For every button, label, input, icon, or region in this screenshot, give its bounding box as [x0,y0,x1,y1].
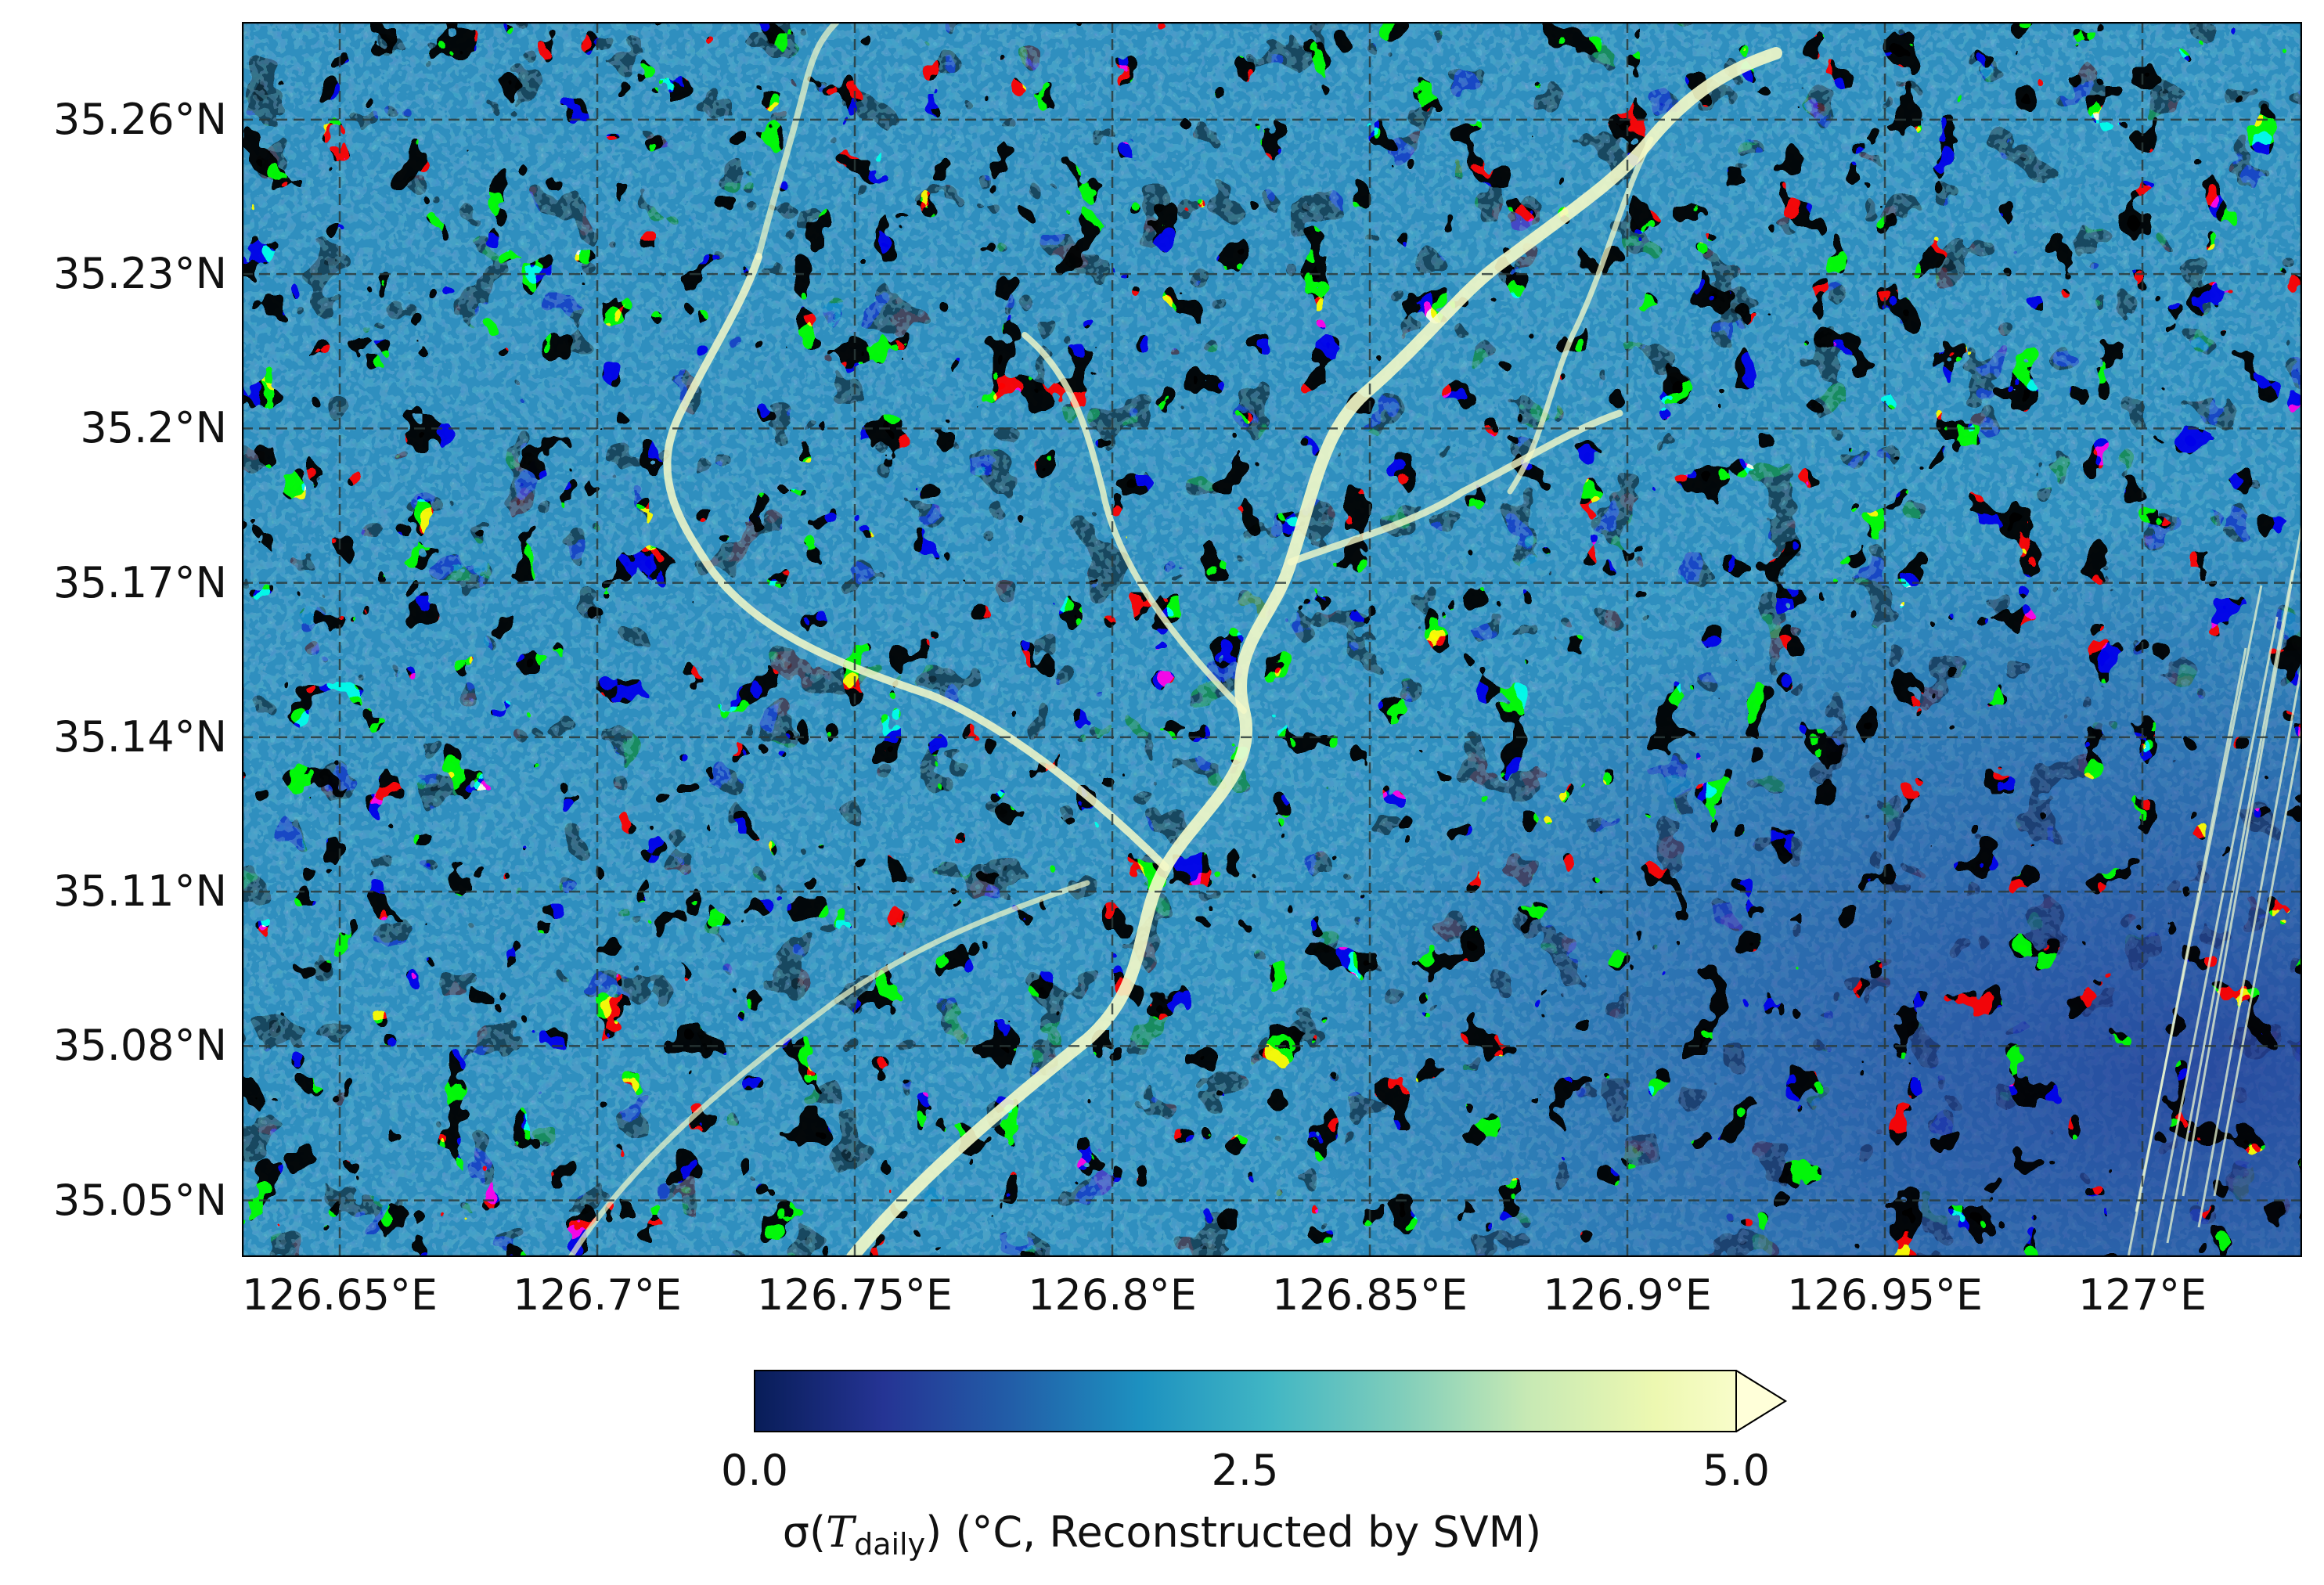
latitude-tick-label: 35.05°N [53,1175,227,1225]
colorbar-label-T: T [826,1508,855,1557]
colorbar-label-subscript: daily [854,1527,926,1562]
streak-artifacts [2127,522,2302,1257]
longitude-tick-label: 127°E [2077,1270,2207,1320]
colorbar-label: σ(Tdaily) (°C, Reconstructed by SVM) [0,1509,2324,1562]
colorbar [754,1370,1795,1432]
colorbar-gradient [754,1370,1787,1432]
map-panel [242,22,2302,1257]
latitude-tick-label: 35.11°N [53,866,227,917]
longitude-tick-label: 126.65°E [241,1270,438,1320]
latitude-tick-label: 35.14°N [53,711,227,762]
colorbar-extend-arrow [1735,1370,1787,1432]
longitude-tick-label: 126.9°E [1543,1270,1712,1320]
latitude-tick-label: 35.08°N [53,1021,227,1071]
latitude-tick-label: 35.2°N [80,403,227,453]
longitude-tick-label: 126.95°E [1786,1270,1984,1320]
colorbar-bar [754,1370,1787,1432]
latitude-tick-label: 35.26°N [53,94,227,144]
longitude-tick-label: 126.8°E [1028,1270,1197,1320]
colorbar-label-sigma: σ( [782,1508,827,1557]
map-frame [242,22,2302,1257]
colorbar-tick-label: 0.0 [721,1446,788,1495]
latitude-tick-label: 35.17°N [53,557,227,607]
colorbar-label-rest: ) (°C, Reconstructed by SVM) [925,1508,1542,1557]
longitude-tick-label: 126.85°E [1271,1270,1468,1320]
colorbar-tick-label: 2.5 [1211,1446,1279,1495]
colorbar-tick-label: 5.0 [1702,1446,1770,1495]
longitude-tick-label: 126.7°E [513,1270,682,1320]
high-value-areas [242,22,2302,1257]
longitude-tick-label: 126.75°E [756,1270,953,1320]
temperature-std-map [242,22,2302,1257]
latitude-tick-label: 35.23°N [53,249,227,299]
